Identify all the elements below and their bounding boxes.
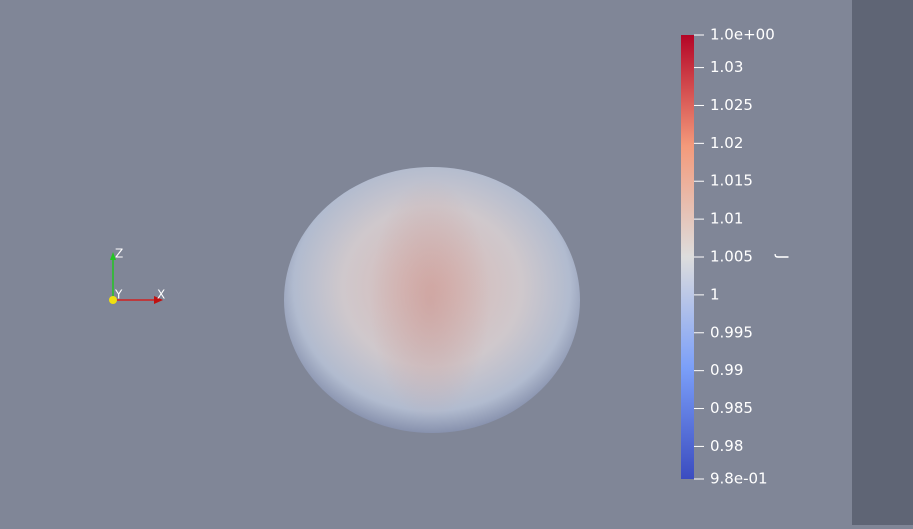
x-arrow xyxy=(154,296,163,304)
x-label: X xyxy=(157,288,165,302)
colorbar-tick-label: 0.98 xyxy=(710,437,743,455)
y-axis xyxy=(109,296,117,304)
colorbar-tick-label: 1.02 xyxy=(710,134,743,152)
colorbar-tick-label: 0.985 xyxy=(710,399,753,417)
colorbar-tick-label: 1.015 xyxy=(710,172,753,190)
orientation-axes: Z Y X xyxy=(109,247,165,304)
sphere-shading xyxy=(370,180,490,420)
colorbar-tick-label: 1.01 xyxy=(710,210,743,228)
colorbar-range-label: 1.0e+00 xyxy=(710,26,775,44)
z-arrow xyxy=(110,252,116,260)
colorbar-title: J xyxy=(774,254,792,259)
colorbar xyxy=(681,35,694,479)
colorbar-tick-label: 0.995 xyxy=(710,323,753,341)
colorbar-tick-label: 1.005 xyxy=(710,248,753,266)
colorbar-tick-label: 1 xyxy=(710,285,720,303)
colorbar-range-label: 9.8e-01 xyxy=(710,470,768,488)
colorbar-tick-label: 1.03 xyxy=(710,58,743,76)
side-panel xyxy=(852,0,913,525)
y-label: Y xyxy=(114,288,123,302)
colorbar-tick-label: 0.99 xyxy=(710,361,743,379)
colorbar-tick-label: 1.025 xyxy=(710,96,753,114)
z-label: Z xyxy=(115,247,123,261)
